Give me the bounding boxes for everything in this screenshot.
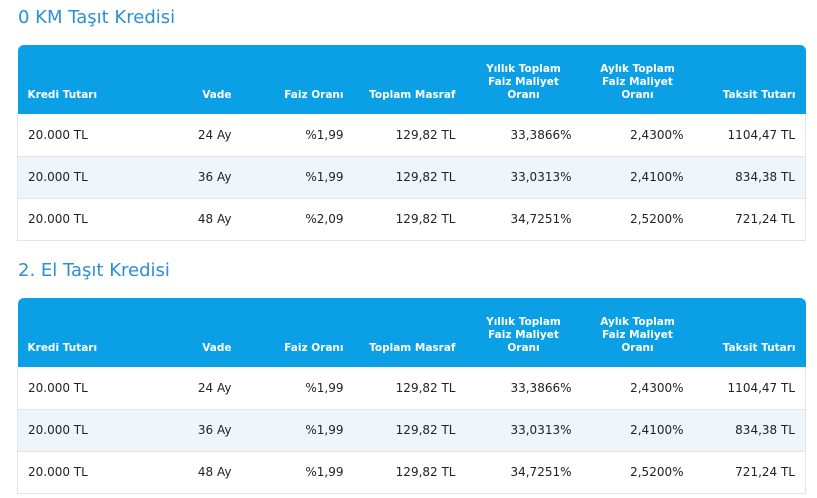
cell-toplam-masraf: 129,82 TL (353, 451, 466, 494)
section-title-used-vehicle-loan: 2. El Taşıt Kredisi (18, 260, 170, 281)
header-yillik-line2: Faiz Maliyet (488, 329, 559, 341)
table-header-row: Kredi Tutarı Vade Faiz Oranı Toplam Masr… (17, 298, 806, 367)
header-yillik-line1: Yıllık Toplam (486, 316, 561, 328)
header-faiz-orani: Faiz Oranı (241, 45, 354, 114)
table-header-row: Kredi Tutarı Vade Faiz Oranı Toplam Masr… (17, 45, 806, 114)
cell-toplam-masraf: 129,82 TL (353, 409, 466, 452)
cell-faiz-orani: %2,09 (241, 198, 354, 241)
cell-aylik-oran: 2,4100% (581, 409, 694, 452)
cell-yillik-oran: 33,0313% (465, 409, 582, 452)
cell-taksit-tutari: 1104,47 TL (693, 367, 806, 410)
cell-vade: 24 Ay (137, 114, 242, 157)
cell-kredi-tutari: 20.000 TL (17, 198, 138, 241)
cell-aylik-oran: 2,4300% (581, 114, 694, 157)
cell-kredi-tutari: 20.000 TL (17, 451, 138, 494)
header-yillik-toplam-faiz: Yıllık Toplam Faiz Maliyet Oranı (465, 45, 582, 114)
header-vade: Vade (137, 45, 242, 114)
section-title-new-vehicle-loan: 0 KM Taşıt Kredisi (18, 7, 176, 28)
cell-taksit-tutari: 721,24 TL (693, 198, 806, 241)
loan-table: Kredi Tutarı Vade Faiz Oranı Toplam Masr… (17, 298, 806, 494)
table-row: 20.000 TL 24 Ay %1,99 129,82 TL 33,3866%… (17, 367, 806, 410)
cell-aylik-oran: 2,5200% (581, 198, 694, 241)
cell-yillik-oran: 34,7251% (465, 198, 582, 241)
cell-toplam-masraf: 129,82 TL (353, 367, 466, 410)
cell-toplam-masraf: 129,82 TL (353, 198, 466, 241)
cell-kredi-tutari: 20.000 TL (17, 367, 138, 410)
cell-taksit-tutari: 1104,47 TL (693, 114, 806, 157)
loan-table-new-vehicle: Kredi Tutarı Vade Faiz Oranı Toplam Masr… (17, 45, 806, 241)
header-vade: Vade (137, 298, 242, 367)
cell-vade: 48 Ay (137, 451, 242, 494)
cell-toplam-masraf: 129,82 TL (353, 156, 466, 199)
cell-taksit-tutari: 721,24 TL (693, 451, 806, 494)
header-aylik-line3: Oranı (621, 342, 654, 354)
cell-faiz-orani: %1,99 (241, 409, 354, 452)
header-yillik-line2: Faiz Maliyet (488, 76, 559, 88)
header-aylik-line2: Faiz Maliyet (602, 76, 673, 88)
loan-table-used-vehicle: Kredi Tutarı Vade Faiz Oranı Toplam Masr… (17, 298, 806, 494)
cell-yillik-oran: 33,0313% (465, 156, 582, 199)
cell-vade: 36 Ay (137, 409, 242, 452)
header-aylik-line1: Aylık Toplam (600, 63, 675, 75)
header-taksit-tutari: Taksit Tutarı (693, 45, 806, 114)
header-yillik-line3: Oranı (507, 89, 540, 101)
table-row: 20.000 TL 24 Ay %1,99 129,82 TL 33,3866%… (17, 114, 806, 157)
header-kredi-tutari: Kredi Tutarı (17, 45, 138, 114)
header-aylik-line1: Aylık Toplam (600, 316, 675, 328)
header-kredi-tutari: Kredi Tutarı (17, 298, 138, 367)
table-row: 20.000 TL 36 Ay %1,99 129,82 TL 33,0313%… (17, 409, 806, 452)
header-aylik-toplam-faiz: Aylık Toplam Faiz Maliyet Oranı (581, 298, 694, 367)
cell-yillik-oran: 33,3866% (465, 367, 582, 410)
header-yillik-line3: Oranı (507, 342, 540, 354)
header-toplam-masraf: Toplam Masraf (353, 298, 466, 367)
header-yillik-toplam-faiz: Yıllık Toplam Faiz Maliyet Oranı (465, 298, 582, 367)
cell-faiz-orani: %1,99 (241, 114, 354, 157)
cell-faiz-orani: %1,99 (241, 156, 354, 199)
header-aylik-toplam-faiz: Aylık Toplam Faiz Maliyet Oranı (581, 45, 694, 114)
cell-aylik-oran: 2,4100% (581, 156, 694, 199)
cell-toplam-masraf: 129,82 TL (353, 114, 466, 157)
cell-kredi-tutari: 20.000 TL (17, 156, 138, 199)
header-taksit-tutari: Taksit Tutarı (693, 298, 806, 367)
cell-faiz-orani: %1,99 (241, 451, 354, 494)
cell-vade: 48 Ay (137, 198, 242, 241)
cell-faiz-orani: %1,99 (241, 367, 354, 410)
table-row: 20.000 TL 48 Ay %1,99 129,82 TL 34,7251%… (17, 451, 806, 494)
cell-aylik-oran: 2,4300% (581, 367, 694, 410)
cell-yillik-oran: 34,7251% (465, 451, 582, 494)
cell-aylik-oran: 2,5200% (581, 451, 694, 494)
cell-vade: 24 Ay (137, 367, 242, 410)
cell-yillik-oran: 33,3866% (465, 114, 582, 157)
cell-kredi-tutari: 20.000 TL (17, 409, 138, 452)
cell-taksit-tutari: 834,38 TL (693, 409, 806, 452)
cell-vade: 36 Ay (137, 156, 242, 199)
cell-taksit-tutari: 834,38 TL (693, 156, 806, 199)
header-yillik-line1: Yıllık Toplam (486, 63, 561, 75)
header-faiz-orani: Faiz Oranı (241, 298, 354, 367)
header-toplam-masraf: Toplam Masraf (353, 45, 466, 114)
table-row: 20.000 TL 48 Ay %2,09 129,82 TL 34,7251%… (17, 198, 806, 241)
header-aylik-line3: Oranı (621, 89, 654, 101)
cell-kredi-tutari: 20.000 TL (17, 114, 138, 157)
header-aylik-line2: Faiz Maliyet (602, 329, 673, 341)
loan-table: Kredi Tutarı Vade Faiz Oranı Toplam Masr… (17, 45, 806, 241)
table-row: 20.000 TL 36 Ay %1,99 129,82 TL 33,0313%… (17, 156, 806, 199)
